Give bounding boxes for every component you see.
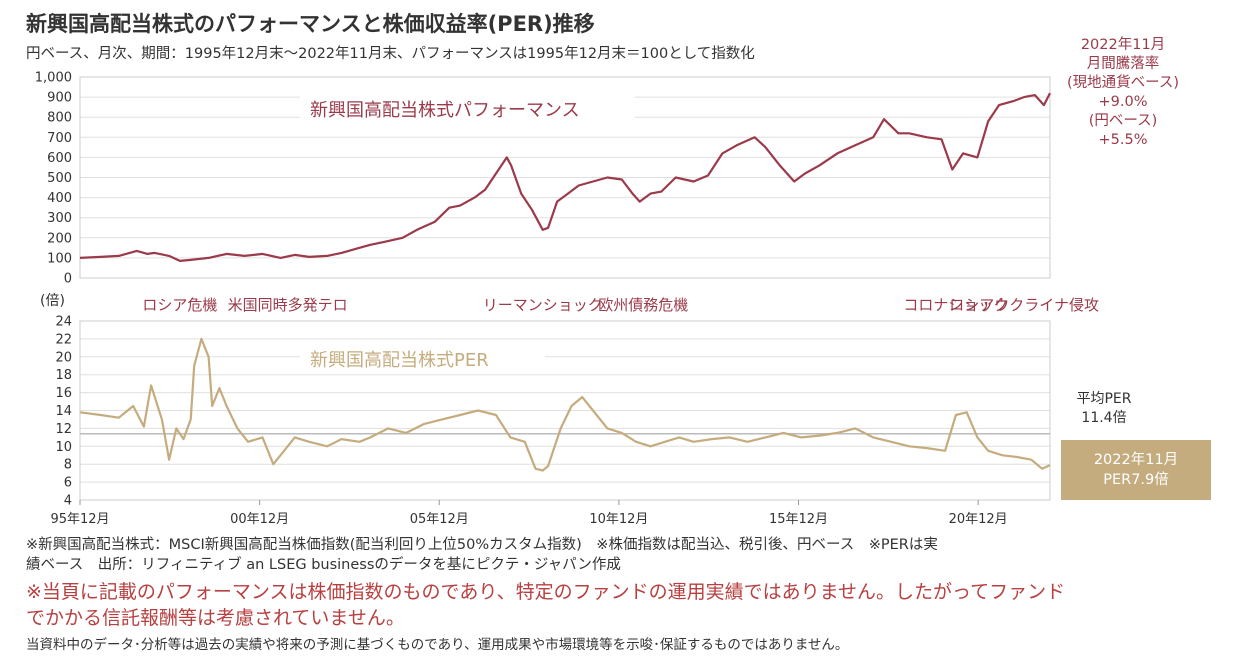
page-title: 新興国高配当株式のパフォーマンスと株価収益率(PER)推移 (26, 12, 595, 36)
latest-per-badge: 2022年11月 PER7.9倍 (1061, 440, 1211, 500)
performance-legend-bg (300, 92, 635, 124)
average-per-heading: 平均PER (1076, 391, 1132, 407)
disclaimer-line2: でかかる信託報酬等は考慮されていません。 (26, 607, 405, 629)
performance-y-tick: 0 (64, 272, 72, 287)
latest-per-value: PER7.9倍 (1103, 472, 1169, 488)
performance-plot-frame (79, 76, 1051, 279)
event-label: コロナショック (903, 296, 1008, 314)
performance-y-tick: 1,000 (35, 71, 72, 86)
event-label: 欧州債務危機 (598, 296, 688, 314)
footer-disclaimer: 当資料中のデータ･分析等は過去の実績や将来の予測に基づくものであり、運用成果や市… (26, 637, 849, 653)
performance-series-line (79, 92, 1051, 262)
per-y-tick: 24 (55, 315, 72, 330)
performance-y-tick: 700 (47, 131, 72, 146)
average-per-label: 平均PER 11.4倍 (1058, 390, 1150, 428)
x-tick-label: 15年12月 (769, 512, 828, 527)
per-y-tick: 18 (55, 368, 72, 383)
monthly-return-yen-label: (円ベース) (1088, 113, 1158, 129)
performance-y-tick-labels: 0 100 200 300 400 500 600 700 800 900 1,000 (35, 71, 72, 287)
x-tick-label: 95年12月 (50, 512, 109, 527)
per-y-tick: 4 (64, 494, 72, 509)
per-y-tick: 8 (64, 458, 72, 473)
per-y-tick: 16 (55, 386, 72, 401)
monthly-return-yen-value: +5.5% (1098, 132, 1148, 148)
page-subtitle: 円ベース、月次、期間：1995年12月末〜2022年11月末、パフォーマンスは1… (26, 46, 755, 62)
performance-y-tick: 400 (47, 191, 72, 206)
performance-y-tick: 500 (47, 171, 72, 186)
source-note-line2: 績ベース 出所：リフィニティブ an LSEG businessのデータを基にピ… (26, 557, 621, 573)
per-plot-frame (79, 320, 1051, 501)
per-y-tick: 14 (55, 404, 72, 419)
x-tick-label: 05年12月 (410, 512, 469, 527)
performance-y-tick: 200 (47, 231, 72, 246)
latest-per-month: 2022年11月 (1093, 452, 1179, 468)
x-tick-labels: 95年12月 00年12月 05年12月 10年12月 15年12月 20年12月 (50, 500, 1008, 527)
performance-y-tick: 800 (47, 111, 72, 126)
monthly-return-local-value: +9.0% (1098, 94, 1148, 110)
event-label: ロシアウクライナ侵攻 (949, 296, 1099, 314)
per-gridlines (80, 320, 1050, 501)
performance-y-tick: 100 (47, 251, 72, 266)
performance-y-tick: 300 (47, 211, 72, 226)
per-y-tick: 20 (55, 350, 72, 365)
event-label: ロシア危機 (142, 296, 217, 314)
per-y-tick-labels: 4 6 8 10 12 14 16 18 20 22 24 (55, 315, 72, 509)
per-y-tick: 22 (55, 332, 72, 347)
x-tick-label: 20年12月 (949, 512, 1008, 527)
monthly-return-heading: 月間騰落率 (1086, 56, 1160, 72)
x-tick-label: 10年12月 (589, 512, 648, 527)
per-y-tick: 6 (64, 476, 72, 491)
performance-legend-label: 新興国高配当株式パフォーマンス (310, 100, 580, 121)
per-unit-label: (倍) (40, 293, 65, 309)
average-per-value: 11.4倍 (1081, 410, 1127, 426)
disclaimer-line1: ※当頁に記載のパフォーマンスは株価指数のものであり、特定のファンドの運用実績では… (26, 581, 1066, 603)
per-legend-label: 新興国高配当株式PER (310, 350, 489, 371)
per-legend-bg (300, 344, 545, 374)
source-note-line1: ※新興国高配当株式：MSCI新興国高配当株価指数(配当利回り上位50%カスタム指… (26, 537, 938, 553)
per-y-tick: 12 (55, 422, 72, 437)
monthly-return-callout: 2022年11月 月間騰落率 (現地通貨ベース) +9.0% (円ベース) +5… (1048, 36, 1198, 150)
per-y-tick: 10 (55, 440, 72, 455)
event-label: 米国同時多発テロ (228, 296, 348, 314)
event-label: リーマンショック (483, 296, 603, 314)
monthly-return-local-label: (現地通貨ベース) (1066, 75, 1180, 91)
x-tick-label: 00年12月 (230, 512, 289, 527)
performance-y-tick: 900 (47, 91, 72, 106)
performance-y-tick: 600 (47, 151, 72, 166)
per-series-line (79, 337, 1051, 472)
monthly-return-month: 2022年11月 (1080, 37, 1166, 53)
